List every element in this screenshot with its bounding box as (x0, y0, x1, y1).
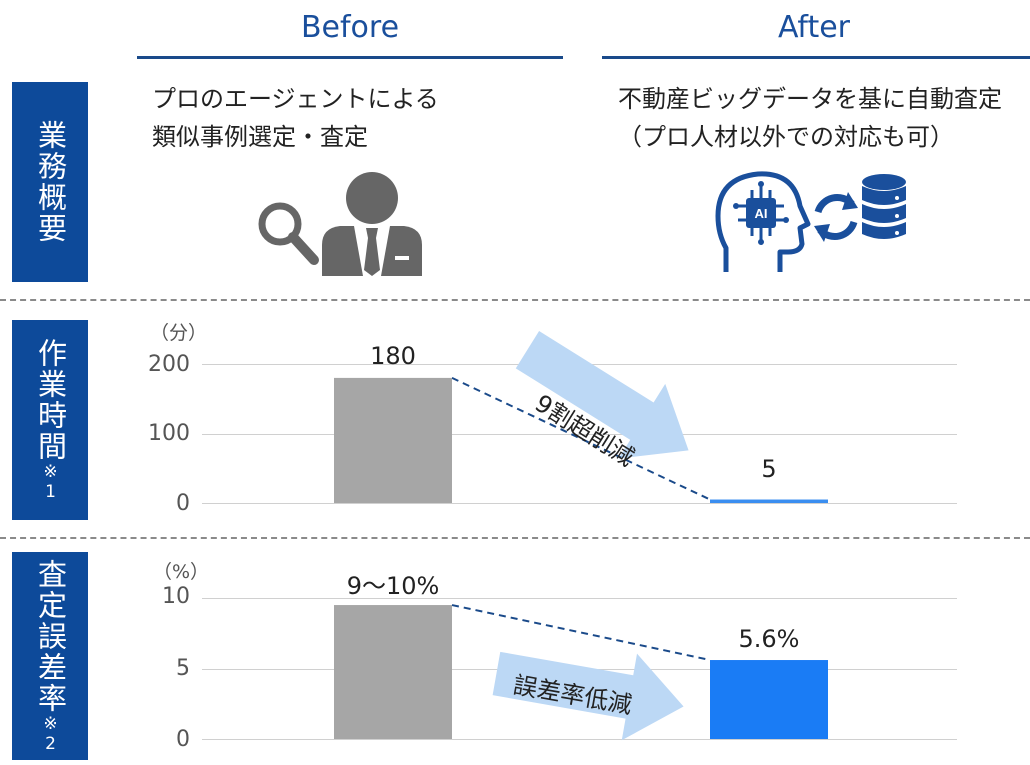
chart2-gridline-10 (202, 598, 957, 599)
chart1-ytick-0: 0 (176, 491, 190, 516)
footnote-mark-2: ※2 (40, 713, 61, 754)
ai-chip-text: AI (755, 206, 768, 221)
row-separator-1 (0, 299, 1030, 301)
chart2-ytick-5: 5 (176, 656, 190, 681)
person-with-magnifier-icon (258, 172, 422, 276)
row-label-work-time-text: 作業時間 (33, 338, 68, 462)
chart1-gridline-100 (202, 434, 957, 435)
row-label-error-rate-text: 査定誤差率 (33, 558, 68, 714)
before-header-underline (137, 56, 563, 59)
chart2-ytick-10: 10 (162, 584, 190, 609)
row-label-overview-text: 業務概要 (33, 120, 68, 244)
chart1-ytick-200: 200 (148, 352, 190, 377)
row-label-error-rate: 査定誤差率※2 (12, 552, 88, 760)
chart1-gridline-0 (202, 503, 957, 504)
after-header-underline (602, 56, 1030, 59)
chart2-arrow (492, 651, 684, 741)
ai-head-sync-database-icon: AI (715, 171, 906, 272)
chart2-ytick-0: 0 (176, 727, 190, 752)
row-label-work-time: 作業時間※1 (12, 320, 88, 520)
chart1-bar-before (334, 377, 452, 503)
chart2-unit-label: （%） (153, 561, 210, 583)
chart1-bar-after (710, 499, 828, 503)
after-column-header: After (777, 10, 851, 45)
before-column-header: Before (300, 10, 400, 45)
row-label-overview: 業務概要 (12, 82, 88, 282)
before-description: プロのエージェントによる 類似事例選定・査定 (152, 85, 439, 151)
chart1-value-label-before: 180 (370, 342, 416, 370)
chart2-value-label-after: 5.6% (738, 625, 800, 653)
chart1-arrow (515, 331, 689, 459)
chart1-unit-label: （分） (150, 322, 208, 344)
chart2-bar-before (334, 605, 452, 739)
chart2-trend-line (451, 604, 711, 662)
chart1-value-label-after: 5 (761, 455, 777, 483)
row-separator-2 (0, 537, 1030, 539)
footnote-mark-1: ※1 (40, 462, 61, 502)
chart2-bar-after (710, 660, 828, 739)
chart1-ytick-100: 100 (148, 421, 190, 446)
chart2-gridline-0 (202, 739, 957, 740)
after-description: 不動産ビッグデータを基に自動査定 （プロ人材以外での対応も可） (618, 85, 1002, 151)
chart2-value-label-before: 9～10% (346, 572, 440, 600)
